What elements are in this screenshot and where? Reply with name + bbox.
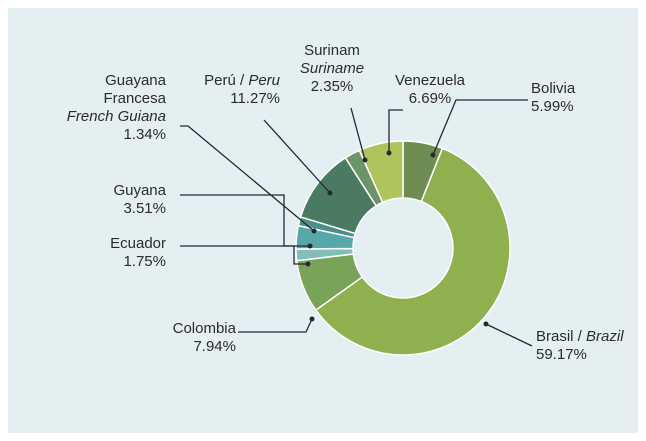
leader-dot-ecuador [305, 261, 311, 267]
leader-bolivia [432, 99, 528, 156]
label-venezuela: Venezuela 6.69% [385, 72, 475, 108]
label-surinam: Surinam Suriname 2.35% [294, 42, 370, 96]
leader-dot-bolivia [430, 152, 436, 158]
leader-lines [180, 99, 533, 347]
chart-panel: Bolivia 5.99% Brasil / Brazil 59.17% Col… [8, 8, 638, 433]
label-bolivia-name: Bolivia [531, 80, 576, 97]
leader-dot-colombia [309, 316, 315, 322]
label-peru-name: Perú / [204, 72, 245, 89]
label-surinam-name-en: Suriname [299, 60, 365, 77]
leader-guyana [180, 194, 310, 247]
label-bolivia: Bolivia 5.99% [531, 80, 575, 116]
slice-venezuela [358, 140, 404, 204]
label-guayana-name-2: Francesa [103, 90, 166, 107]
label-colombia: Colombia 7.94% [173, 320, 236, 356]
label-brasil: Brasil / Brazil 59.17% [536, 328, 624, 364]
leader-dot-peru [327, 190, 333, 196]
leader-surinam [350, 107, 366, 161]
label-guyana-name: Guyana [113, 182, 166, 199]
label-surinam-pct: 2.35% [310, 78, 354, 95]
label-brasil-name: Brasil / [536, 328, 582, 345]
leader-dot-brasil [483, 321, 489, 327]
label-ecuador: Ecuador 1.75% [110, 235, 166, 271]
label-peru-pct: 11.27% [230, 90, 280, 107]
label-ecuador-pct: 1.75% [123, 253, 166, 270]
label-ecuador-name: Ecuador [110, 235, 166, 252]
label-venezuela-name: Venezuela [394, 72, 466, 89]
label-bolivia-pct: 5.99% [531, 98, 574, 115]
leader-ecuador [180, 245, 308, 265]
label-colombia-pct: 7.94% [193, 338, 236, 355]
leader-venezuela [388, 109, 403, 153]
label-peru-name-en: Peru [248, 72, 280, 89]
label-guayana-francesa: Guayana Francesa French Guiana 1.34% [67, 72, 166, 144]
label-guyana-pct: 3.51% [123, 200, 166, 217]
leader-guayana-francesa [180, 125, 315, 232]
label-brasil-name-line: Brasil / Brazil [536, 328, 624, 346]
label-guyana: Guyana 3.51% [113, 182, 166, 218]
label-guayana-name-en: French Guiana [66, 108, 166, 125]
label-brasil-pct: 59.17% [536, 346, 587, 363]
label-peru-name-line: Perú / Peru [204, 72, 280, 90]
leader-dot-venezuela [386, 150, 392, 156]
label-guayana-name-1: Guayana [105, 72, 166, 89]
label-surinam-name: Surinam [304, 42, 360, 59]
leader-brasil [485, 323, 533, 347]
label-venezuela-pct: 6.69% [408, 90, 452, 107]
donut-chart [180, 99, 533, 356]
leader-dot-surinam [362, 157, 368, 163]
label-peru: Perú / Peru 11.27% [204, 72, 280, 108]
leader-dot-guyana [307, 243, 313, 249]
label-colombia-name: Colombia [172, 320, 236, 337]
slice-brasil [314, 147, 511, 356]
leader-dot-guayana-francesa [311, 228, 317, 234]
label-guayana-pct: 1.34% [123, 126, 166, 143]
leader-colombia [238, 318, 313, 333]
leader-peru [263, 119, 331, 194]
label-brasil-name-en: Brazil [586, 328, 624, 345]
donut-slices [295, 140, 511, 356]
